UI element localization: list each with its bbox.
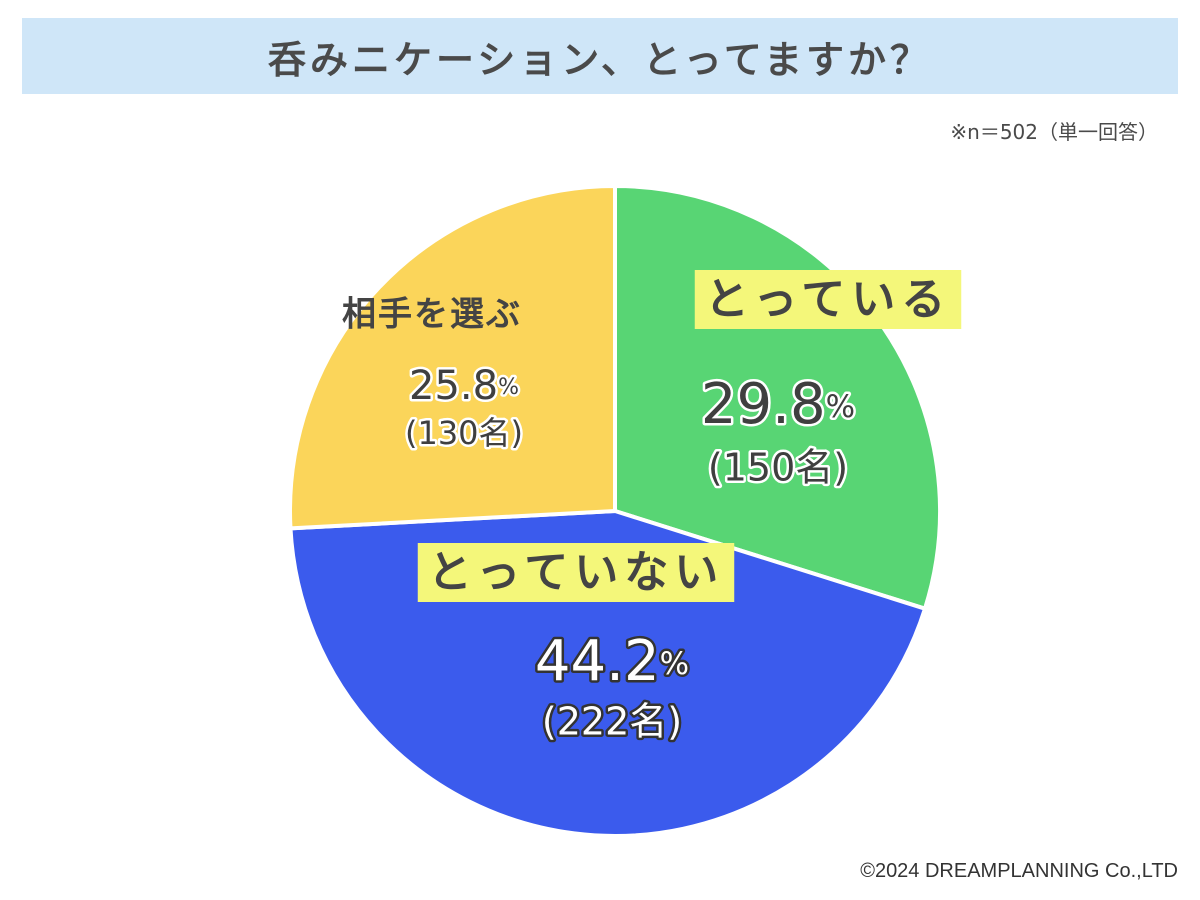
copyright-text: ©2024 DREAMPLANNING Co.,LTD [860, 860, 1178, 882]
slice-percent: 25.8% [409, 363, 519, 409]
pie-slice [288, 184, 617, 531]
slice-percent: 44.2% [535, 629, 689, 694]
sample-size-note: ※n＝502（単一回答） [950, 120, 1158, 144]
slice-count: (222名) [542, 700, 682, 744]
slice-label: 相手を選ぶ [342, 295, 522, 335]
title-banner: 呑みニケーション、とってますか？ [22, 18, 1178, 94]
slice-label-highlight [417, 543, 735, 602]
slice-label: とっていない [428, 547, 724, 598]
slice-percent: 29.8% [701, 372, 855, 437]
slice-label-highlight [694, 270, 962, 329]
slice-count: (130名) [405, 414, 523, 452]
slice-count: (150名) [708, 446, 848, 490]
chart-title: 呑みニケーション、とってますか？ [267, 37, 933, 82]
slice-label: とっている [705, 274, 951, 325]
